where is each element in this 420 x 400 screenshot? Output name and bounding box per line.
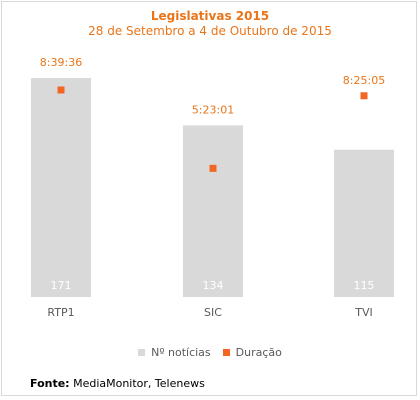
legend-item-news: Nº notícias (138, 346, 211, 359)
category-label-sic: SIC (204, 306, 222, 319)
category-label-rtp1: RTP1 (47, 306, 74, 319)
bar-rtp1 (31, 78, 91, 297)
bar-value-label-rtp1: 171 (51, 279, 72, 292)
duration-label-rtp1: 8:39:36 (40, 56, 82, 69)
source-text: MediaMonitor, Telenews (73, 377, 205, 390)
legend-label-news: Nº notícias (151, 346, 211, 359)
chart-subtitle: 28 de Setembro a 4 de Outubro de 2015 (88, 24, 332, 38)
duration-marker-sic (209, 164, 217, 172)
chart-legend: Nº notícias Duração (0, 346, 420, 359)
bar-value-label-tvi: 115 (354, 279, 375, 292)
legend-swatch-news (138, 349, 146, 356)
duration-marker-tvi (360, 92, 368, 100)
duration-label-tvi: 8:25:05 (343, 74, 385, 87)
duration-marker-rtp1 (57, 86, 65, 94)
duration-label-sic: 5:23:01 (192, 103, 234, 116)
legend-item-duration: Duração (222, 346, 282, 359)
bar-tvi (334, 149, 394, 297)
legend-label-duration: Duração (235, 346, 282, 359)
source-label: Fonte: (30, 377, 70, 390)
chart-title: Legislativas 2015 (150, 9, 270, 23)
legend-swatch-duration (222, 349, 230, 356)
source-note: Fonte: MediaMonitor, Telenews (30, 377, 205, 390)
category-label-tvi: TVI (354, 306, 373, 319)
bar-value-label-sic: 134 (203, 279, 224, 292)
bar-sic (183, 125, 243, 298)
